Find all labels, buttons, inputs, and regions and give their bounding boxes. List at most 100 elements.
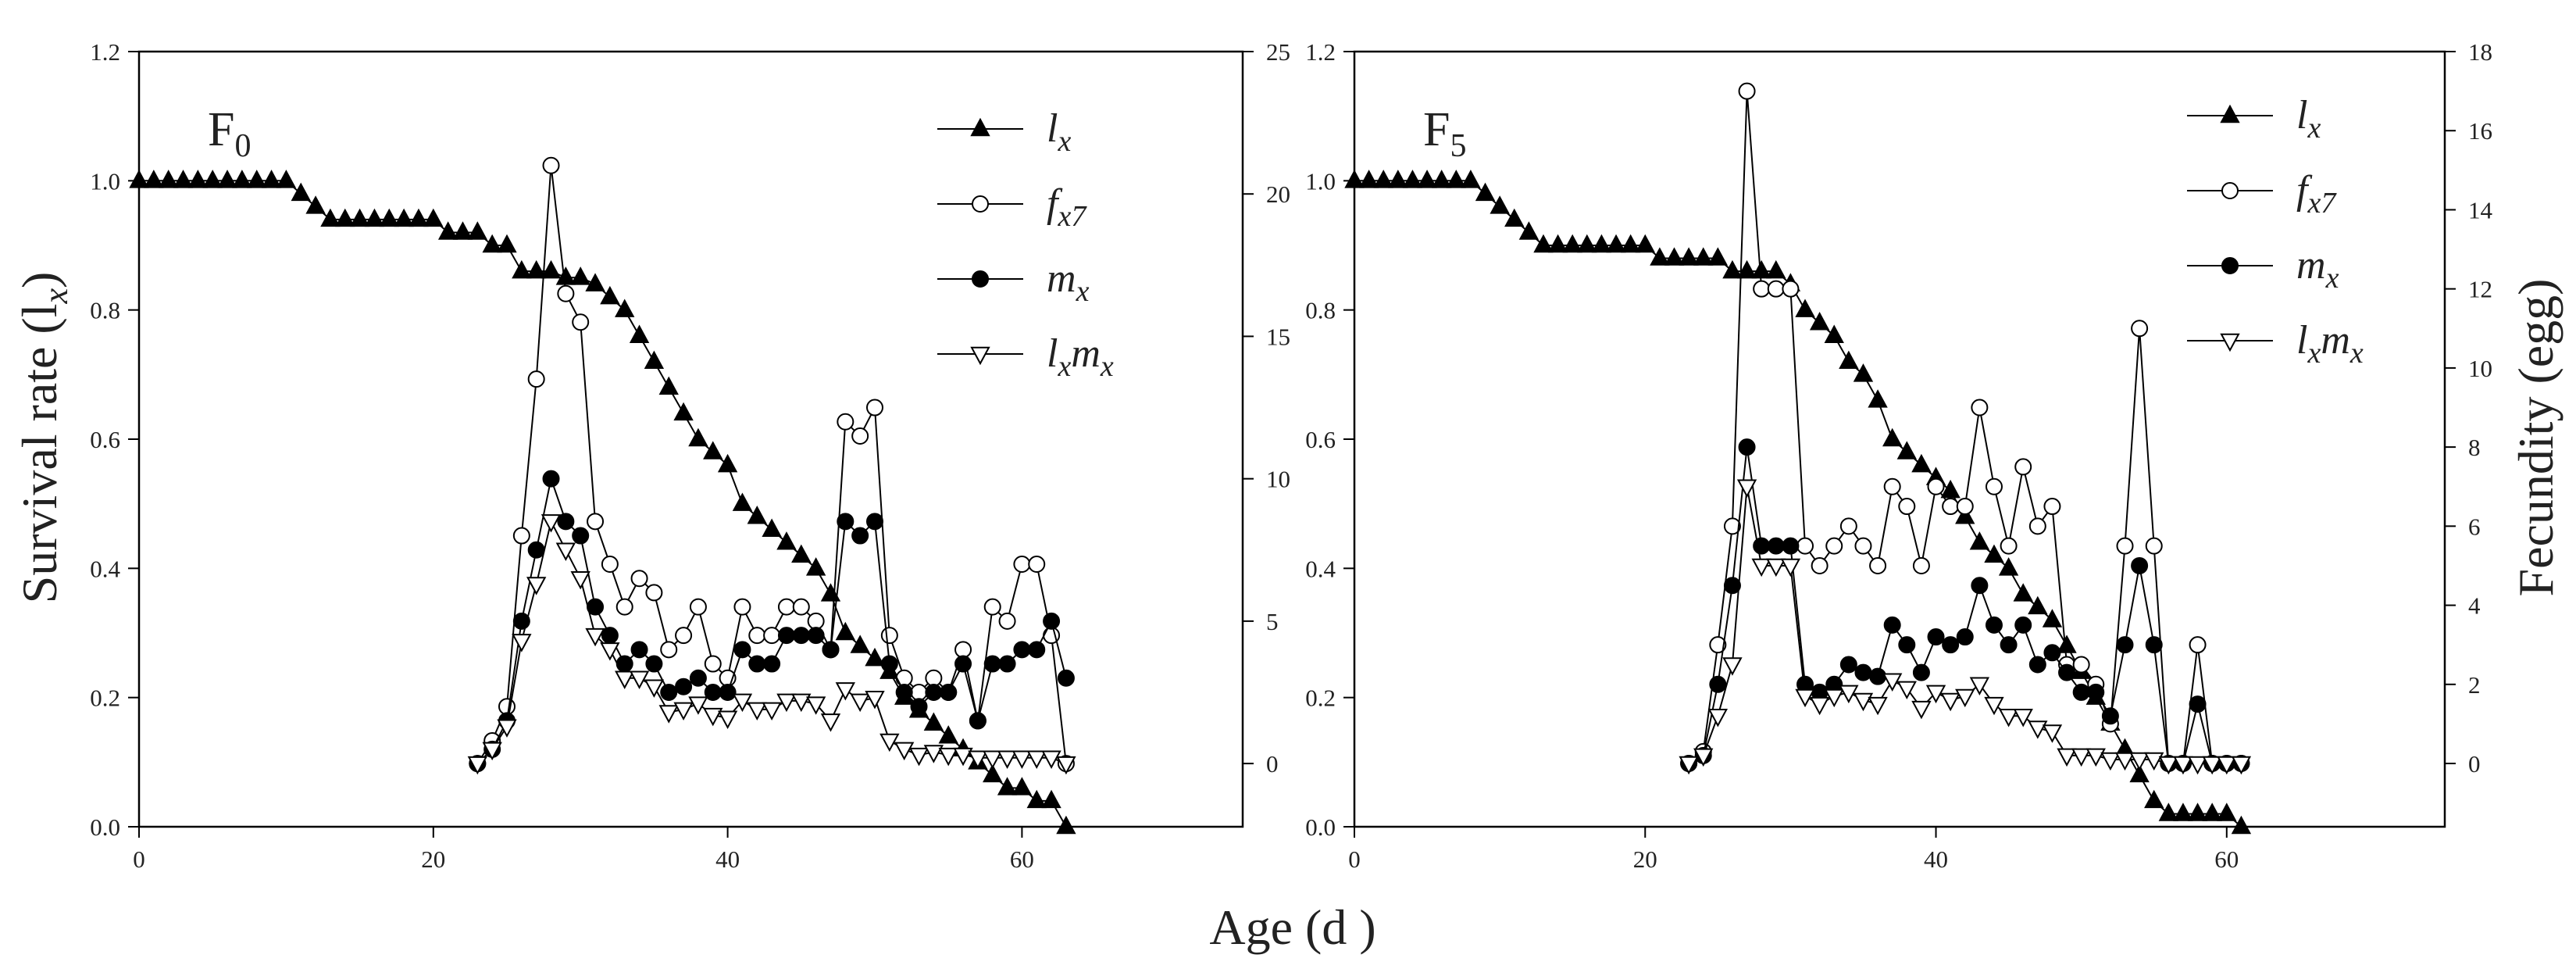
data-point xyxy=(1942,498,1960,516)
data-point xyxy=(954,655,972,673)
data-point xyxy=(866,513,883,531)
data-point xyxy=(807,612,825,630)
data-point xyxy=(837,513,855,531)
data-point xyxy=(895,669,913,687)
data-point xyxy=(572,313,590,331)
data-point xyxy=(570,570,590,590)
data-point xyxy=(777,598,795,616)
data-point xyxy=(452,221,473,240)
data-point xyxy=(497,234,517,253)
data-point xyxy=(526,259,547,279)
data-point xyxy=(1432,170,1452,188)
legend-marker xyxy=(2221,257,2239,274)
right-y-tick-label: 25 xyxy=(1266,38,1290,66)
data-point xyxy=(187,170,209,188)
left-y-tick-label: 0.6 xyxy=(90,426,120,453)
series-3 xyxy=(467,514,1076,775)
data-point xyxy=(349,208,370,227)
legend-label-sub: x xyxy=(1057,350,1071,383)
data-point xyxy=(879,733,900,753)
data-point xyxy=(1868,389,1888,408)
data-point xyxy=(983,655,1001,673)
data-point xyxy=(1984,696,2004,716)
data-point xyxy=(1635,234,1655,253)
data-point xyxy=(159,170,179,188)
data-point xyxy=(144,170,164,188)
legend-label: lx xyxy=(1047,106,1071,158)
data-point xyxy=(880,655,898,673)
data-point xyxy=(527,541,545,559)
data-point xyxy=(1839,685,1859,704)
data-point xyxy=(998,655,1016,673)
data-point xyxy=(557,513,575,531)
data-point xyxy=(305,195,326,214)
data-point xyxy=(587,513,605,531)
panel-label-main: F xyxy=(1423,103,1450,156)
data-point xyxy=(1883,616,1901,634)
data-point xyxy=(585,627,605,647)
data-point xyxy=(409,208,429,227)
data-point xyxy=(2145,537,2163,555)
left-y-tick-label: 1.2 xyxy=(1305,38,1336,66)
data-point xyxy=(629,324,650,343)
data-point xyxy=(1883,477,1901,495)
data-point xyxy=(1446,170,1466,188)
data-point xyxy=(776,693,797,713)
x-tick-label: 20 xyxy=(1633,846,1657,873)
panel-label-sub: 5 xyxy=(1450,128,1466,164)
data-point xyxy=(777,627,795,645)
right-y-tick-label: 0 xyxy=(2468,750,2481,778)
legend-marker xyxy=(970,346,990,366)
data-point xyxy=(792,627,810,645)
data-point xyxy=(719,683,737,701)
data-point xyxy=(792,598,810,616)
data-point xyxy=(1475,182,1496,202)
data-point xyxy=(629,670,650,689)
data-point xyxy=(1011,750,1033,770)
data-point xyxy=(1882,673,1903,692)
data-point xyxy=(1998,557,2019,576)
data-point xyxy=(675,677,693,695)
data-point xyxy=(1606,234,1626,253)
data-point xyxy=(1693,247,1714,266)
data-point xyxy=(1723,577,1741,595)
data-point xyxy=(1013,555,1031,573)
left-y-tick-label: 0.2 xyxy=(1305,685,1336,712)
data-point xyxy=(2189,695,2207,713)
data-point xyxy=(1766,558,1786,577)
left-y-axis-title: Survival rate (lx) xyxy=(12,272,75,604)
data-point xyxy=(526,577,547,595)
data-point xyxy=(938,725,958,744)
data-point xyxy=(1057,669,1075,687)
data-point xyxy=(2028,656,2046,674)
data-point xyxy=(1041,789,1061,809)
data-point xyxy=(850,693,870,713)
data-point xyxy=(2028,720,2048,739)
data-point xyxy=(1751,259,1771,279)
data-point xyxy=(732,492,753,511)
right-y-tick-label: 10 xyxy=(2468,355,2492,382)
series-2 xyxy=(1680,438,2250,773)
data-point xyxy=(1969,531,1990,550)
data-point xyxy=(940,683,958,701)
data-point xyxy=(1796,537,1814,555)
data-point xyxy=(1795,299,1815,317)
legend-label-main: l xyxy=(1047,331,1058,376)
right-y-tick-label: 5 xyxy=(1266,608,1279,635)
data-point xyxy=(1925,685,1946,704)
panel-f5: 0 20 40 60 0.0 0.2 0.4 0.6 0.8 1.0 1.2 0 2 4 6 8 10 12 14 1… xyxy=(1305,38,2492,873)
data-point xyxy=(2057,748,2077,767)
data-point xyxy=(2202,803,2222,821)
left-y-tick-label: 0.0 xyxy=(90,813,120,841)
right-y-tick-label: 8 xyxy=(2468,434,2481,461)
legend-label-sub2: x xyxy=(2349,337,2364,370)
legend-marker xyxy=(972,270,989,288)
data-point xyxy=(675,627,693,645)
data-point xyxy=(615,670,635,689)
data-point xyxy=(1766,259,1786,279)
data-point xyxy=(232,170,252,188)
legend-label: lx xyxy=(2296,93,2321,145)
data-point xyxy=(953,747,973,767)
data-point xyxy=(1898,498,1916,516)
series-1 xyxy=(469,156,1075,773)
